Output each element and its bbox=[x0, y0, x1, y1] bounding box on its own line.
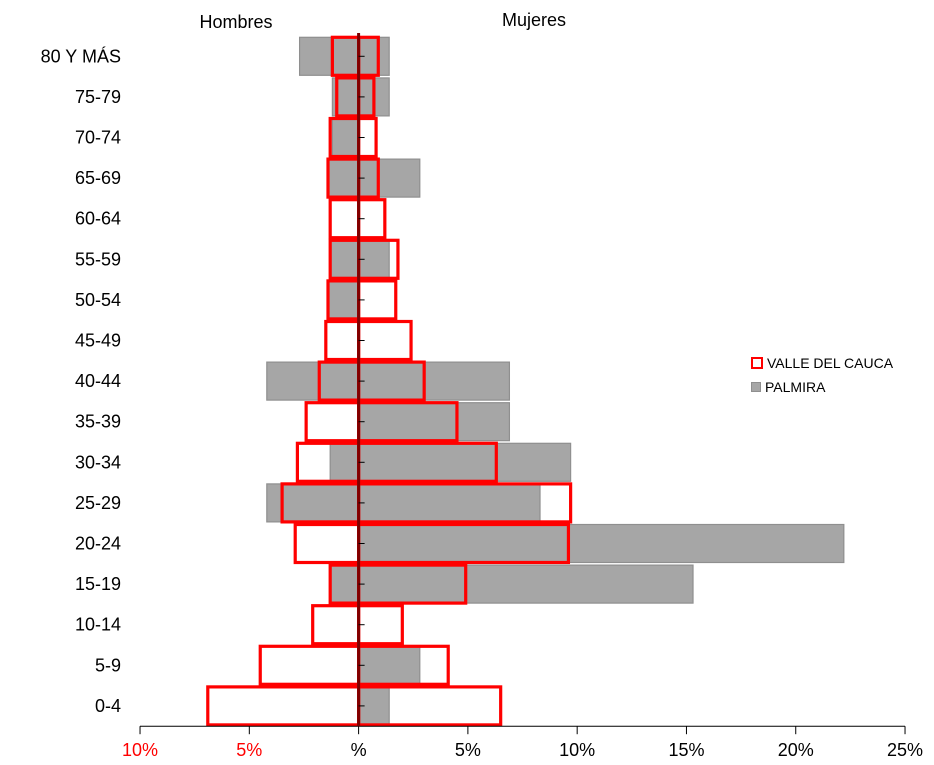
x-tick-label-2: % bbox=[351, 740, 367, 760]
palmira-bar-hombres-6 bbox=[329, 442, 360, 482]
palmira-bar-hombres-14 bbox=[331, 117, 360, 158]
valle-bar-hombres-9 bbox=[324, 319, 361, 362]
category-label-8: 40-44 bbox=[75, 371, 121, 391]
palmira-bars bbox=[266, 36, 845, 726]
x-tick-label-7: 25% bbox=[887, 740, 923, 760]
category-label-6: 30-34 bbox=[75, 452, 121, 472]
x-tick-label-4: 10% bbox=[559, 740, 595, 760]
category-label-1: 5-9 bbox=[95, 655, 121, 675]
legend-label-palmira: PALMIRA bbox=[765, 379, 826, 395]
labels-group: 0-4 5-9 10-14 15-19 20-24 25-29 30-34 35-39 40-4… bbox=[41, 10, 923, 760]
axis-group bbox=[139, 33, 906, 735]
category-label-15: 75-79 bbox=[75, 87, 121, 107]
category-label-3: 15-19 bbox=[75, 574, 121, 594]
palmira-bar-mujeres-3 bbox=[358, 564, 694, 604]
valle-bar-hombres-4 bbox=[293, 522, 361, 565]
palmira-bar-hombres-3 bbox=[329, 564, 360, 604]
legend-swatch-palmira bbox=[751, 382, 761, 392]
x-tick-label-6: 20% bbox=[778, 740, 814, 760]
palmira-bar-hombres-16 bbox=[298, 36, 360, 76]
palmira-bar-mujeres-4 bbox=[358, 523, 845, 564]
valle-bar-hombres-1 bbox=[258, 644, 361, 686]
valle-bar-mujeres-9 bbox=[357, 319, 413, 362]
left-side-label: Hombres bbox=[199, 12, 272, 32]
valle-bar-hombres-7 bbox=[304, 401, 361, 443]
palmira-bar-mujeres-13 bbox=[358, 158, 421, 198]
category-label-5: 25-29 bbox=[75, 493, 121, 513]
category-label-0: 0-4 bbox=[95, 696, 121, 716]
category-label-12: 60-64 bbox=[75, 209, 121, 229]
palmira-bar-hombres-13 bbox=[327, 158, 360, 198]
category-label-14: 70-74 bbox=[75, 128, 121, 148]
palmira-bar-mujeres-7 bbox=[358, 402, 511, 442]
valle-bar-hombres-2 bbox=[311, 604, 361, 646]
palmira-bar-hombres-10 bbox=[327, 280, 360, 320]
valle-bar-hombres-12 bbox=[328, 198, 361, 240]
x-tick-label-0: 10% bbox=[122, 740, 158, 760]
palmira-bar-hombres-8 bbox=[266, 361, 360, 401]
legend-label-valle-del-cauca: VALLE DEL CAUCA bbox=[767, 355, 894, 371]
palmira-bar-mujeres-6 bbox=[358, 442, 572, 482]
x-tick-label-1: 5% bbox=[236, 740, 262, 760]
legend-swatch-valle-del-cauca bbox=[751, 357, 763, 369]
category-label-4: 20-24 bbox=[75, 534, 121, 554]
category-label-2: 10-14 bbox=[75, 615, 121, 635]
category-label-9: 45-49 bbox=[75, 331, 121, 351]
category-label-13: 65-69 bbox=[75, 168, 121, 188]
palmira-bar-mujeres-5 bbox=[358, 483, 541, 523]
category-label-7: 35-39 bbox=[75, 412, 121, 432]
category-label-11: 55-59 bbox=[75, 249, 121, 269]
valle-bar-mujeres-2 bbox=[357, 604, 404, 646]
palmira-bar-mujeres-1 bbox=[358, 645, 421, 685]
chart-legend: VALLE DEL CAUCA PALMIRA bbox=[750, 351, 930, 399]
x-tick-label-3: 5% bbox=[455, 740, 481, 760]
legend-item-palmira: PALMIRA bbox=[750, 375, 930, 399]
category-label-16: 80 Y MÁS bbox=[41, 46, 121, 66]
x-tick-label-5: 15% bbox=[668, 740, 704, 760]
legend-item-valle-del-cauca: VALLE DEL CAUCA bbox=[750, 351, 930, 375]
right-side-label: Mujeres bbox=[502, 10, 566, 30]
palmira-bar-hombres-11 bbox=[329, 239, 360, 279]
valle-bar-hombres-0 bbox=[206, 685, 361, 727]
category-label-10: 50-54 bbox=[75, 290, 121, 310]
palmira-bar-mujeres-8 bbox=[358, 361, 511, 401]
